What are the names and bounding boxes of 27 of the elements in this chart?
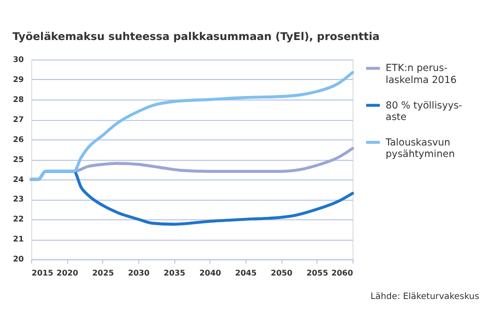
y-tick-label: 21 (13, 234, 24, 244)
text: Lähde: Eläketurvakeskus (370, 292, 480, 302)
y-tick-label: 20 (13, 254, 24, 264)
x-tick-label: 2040 (199, 268, 222, 278)
y-tick-label: 25 (13, 154, 24, 164)
x-tick-label: 2030 (128, 268, 150, 278)
x-tick-label: 2020 (56, 268, 79, 278)
x-tick-label: 2060 (331, 268, 354, 278)
y-tick-label: 24 (13, 174, 24, 184)
legend-label: Talouskasvun pysähtyminen (384, 137, 455, 160)
chart-title: Työeläkemaksu suhteessa palkkasummaan (TyEl), prosenttia (12, 30, 380, 44)
y-tick-label: 22 (13, 214, 24, 224)
x-tick-label: 2055 (306, 268, 328, 278)
y-tick-label: 23 (13, 194, 24, 204)
line-series (30, 71, 354, 181)
x-tick-label: 2025 (92, 268, 114, 278)
y-tick-label: 30 (13, 55, 24, 64)
y-tick-label: 26 (13, 134, 24, 144)
y-tick-label: 28 (13, 94, 24, 104)
legend-label: ETK:n perus- laskelma 2016 (386, 63, 457, 86)
x-tick-label: 2045 (235, 268, 257, 278)
x-tick-label: 2050 (270, 268, 294, 278)
y-tick-label: 27 (13, 114, 24, 124)
y-tick-label: 29 (13, 74, 24, 84)
x-tick-label: 2035 (164, 268, 186, 278)
legend-label: 80 % työllisyys- aste (386, 100, 463, 123)
x-tick-label: 2015 (32, 268, 54, 278)
